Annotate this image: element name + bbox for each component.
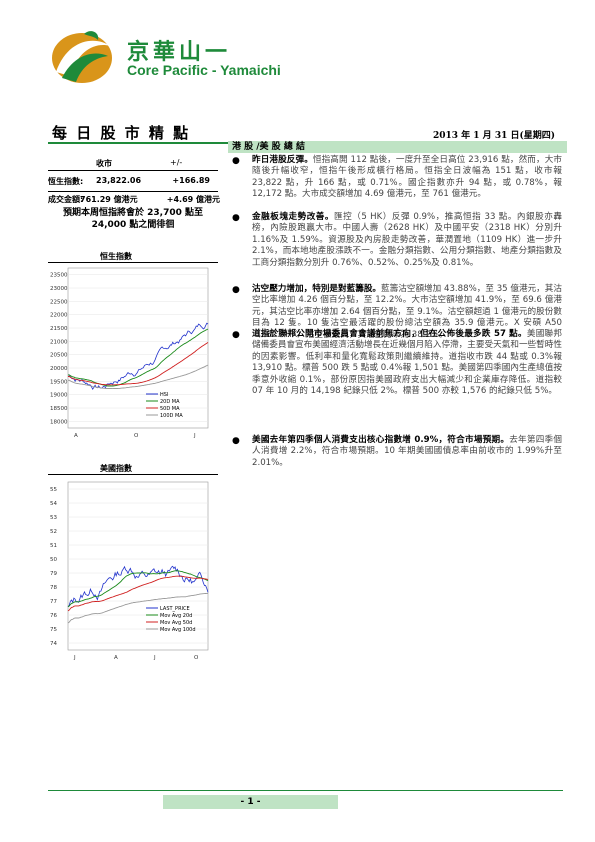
x-tick-label: J <box>73 655 76 661</box>
bullet-text: 去年第四季個人消費增 2.2%，符合市場預期。10 年期美國國債息率由前收市的 … <box>252 435 562 468</box>
row-change: +166.89 <box>172 176 210 185</box>
ma20-line <box>68 328 209 387</box>
y-tick-label: 53 <box>50 515 57 521</box>
y-tick-label: 76 <box>50 613 57 619</box>
x-tick-label: J <box>193 433 196 439</box>
bullet-text: 藍籌沽空額增加 43.88%，至 35 億港元，其沽空比率增加 4.26 個百分… <box>252 284 562 340</box>
bullet-icon: ● <box>232 330 240 340</box>
y-tick-label: 22500 <box>50 299 68 305</box>
y-tick-label: 50 <box>50 557 57 563</box>
bullet-paragraph-2: 金融板塊走勢改善。匯控（5 HK）反彈 0.9%，推高恒指 33 點。內銀股亦轟… <box>252 212 562 269</box>
y-tick-label: 55 <box>50 487 57 493</box>
legend-label: Mov Avg 50d <box>160 620 192 626</box>
bullet-paragraph-1: 昨日港股反彈。恒指高開 112 點後，一度升至全日高位 23,916 點，然而，… <box>252 155 562 201</box>
y-tick-label: 18000 <box>50 419 68 425</box>
footer-divider <box>48 790 563 791</box>
y-tick-label: 51 <box>50 543 57 549</box>
plot-frame <box>67 267 209 429</box>
y-tick-label: 18500 <box>50 406 68 412</box>
brand-name-zh: 京華山一 <box>127 40 232 65</box>
table-row: 成交金額: 761.29 億港元 +4.69 億港元 <box>48 192 220 204</box>
x-tick-label: A <box>74 433 78 439</box>
y-tick-label: 74 <box>50 641 57 647</box>
bullet-icon: ● <box>232 436 240 446</box>
x-tick-label: O <box>134 433 139 439</box>
us-chart-title: 美國指數 <box>100 464 132 473</box>
ma50-line <box>68 342 209 386</box>
bullet-text: 美國聯邦儲備委員會宣布美國經濟活動增長在近幾個月陷入停滯，主要受天氣和一些暫時性… <box>252 329 562 397</box>
y-tick-label: 19000 <box>50 393 68 399</box>
y-tick-label: 20000 <box>50 366 68 372</box>
hsi-line <box>67 322 209 391</box>
y-tick-label: 75 <box>50 627 57 633</box>
row-close: 761.29 億港元 <box>80 195 138 204</box>
bullet-lead: 美國去年第四季個人消費支出核心指數增 0.9%，符合市場預期。 <box>252 435 510 445</box>
logo-mark-icon <box>52 31 112 83</box>
bullet-text: 匯控（5 HK）反彈 0.9%，推高恒指 33 點。內銀股亦轟榜，內險股跑贏大市… <box>252 212 562 268</box>
legend-label: HSI <box>160 392 168 398</box>
row-label: 成交金額: <box>48 195 84 204</box>
col-change-header: +/- <box>170 158 183 167</box>
bullet-lead: 沽空壓力增加，特別是對藍籌股。 <box>252 284 382 294</box>
forecast-note: 預期本周恒指將會於 23,700 點至 24,000 點之間徘徊 <box>63 208 203 230</box>
legend-label: 100D MA <box>160 413 183 419</box>
y-tick-label: 77 <box>50 599 57 605</box>
legend-label: 50D MA <box>160 406 180 412</box>
ma100-line <box>67 592 208 624</box>
table-row: 恆生指數: 23,822.06 +166.89 <box>48 171 218 187</box>
x-tick-label: J <box>153 655 156 661</box>
brand-logo <box>48 28 116 86</box>
bullet-icon: ● <box>232 285 240 295</box>
row-close: 23,822.06 <box>96 176 142 185</box>
hsi-chart: 23500 23000 22500 22000 21500 21000 20500 20000… <box>50 267 209 439</box>
last-price-line <box>67 565 209 608</box>
legend-label: Mov Avg 100d <box>160 627 196 633</box>
bullet-lead: 金融板塊走勢改善。 <box>252 212 335 222</box>
bullet-paragraph-5: 美國去年第四季個人消費支出核心指數增 0.9%，符合市場預期。去年第四季個人消費… <box>252 435 562 469</box>
hsi-chart-title: 恒生指數 <box>100 252 132 261</box>
col-close-header: 收市 <box>96 159 112 168</box>
ma20-line <box>67 570 209 608</box>
y-tick-label: 21500 <box>50 326 68 332</box>
y-tick-label: 22000 <box>50 313 68 319</box>
page-title: 每 日 股 市 精 點 <box>52 124 191 142</box>
y-tick-label: 21000 <box>50 339 68 345</box>
legend-label: Mov Avg 20d <box>160 613 192 619</box>
legend-label: 20D MA <box>160 399 180 405</box>
chart-rule <box>48 474 218 475</box>
y-tick-label: 78 <box>50 585 57 591</box>
y-tick-label: 19500 <box>50 379 68 385</box>
market-table: 收市 +/- 恆生指數: 23,822.06 +166.89 成交金額: 761… <box>48 156 220 204</box>
y-tick-label: 23000 <box>50 286 68 292</box>
y-tick-label: 20500 <box>50 353 68 359</box>
bullet-lead: 昨日港股反彈。 <box>252 155 313 165</box>
plot-frame <box>67 481 209 651</box>
table-rule <box>48 191 218 192</box>
bullet-paragraph-3: 沽空壓力增加，特別是對藍籌股。藍籌沽空額增加 43.88%，至 35 億港元，其… <box>252 284 562 341</box>
row-change: +4.69 億港元 <box>166 195 220 204</box>
ma50-line <box>67 575 209 612</box>
x-tick-label: O <box>194 655 199 661</box>
chart-rule <box>48 262 218 263</box>
legend-label: LAST_PRICE <box>160 606 190 612</box>
y-tick-label: 79 <box>50 571 57 577</box>
y-tick-label: 54 <box>50 501 57 507</box>
bullet-lead: 道指於聯邦公開市場委員會會議前無方向，但在公佈後最多跌 57 點。 <box>252 329 527 339</box>
report-date: 2013 年 1 月 31 日(星期四) <box>432 131 555 141</box>
page-number: - 1 - <box>163 795 338 809</box>
ma100-line <box>67 364 209 390</box>
x-tick-label: A <box>114 655 118 661</box>
y-tick-label: 23500 <box>50 273 68 279</box>
table-rule <box>48 170 218 171</box>
brand-name-en: Core Pacific - Yamaichi <box>127 62 281 78</box>
bullet-text: 恒指高開 112 點後，一度升至全日高位 23,916 點，然而，大市隨後升幅收… <box>252 155 562 200</box>
bullet-icon: ● <box>232 213 240 223</box>
bullet-icon: ● <box>232 156 240 166</box>
row-label: 恆生指數: <box>48 177 84 186</box>
y-tick-label: 52 <box>50 529 57 535</box>
section-title: 港 股 /美 股 總 結 <box>228 141 567 153</box>
bullet-paragraph-4: 道指於聯邦公開市場委員會會議前無方向，但在公佈後最多跌 57 點。美國聯邦儲備委… <box>252 329 562 397</box>
